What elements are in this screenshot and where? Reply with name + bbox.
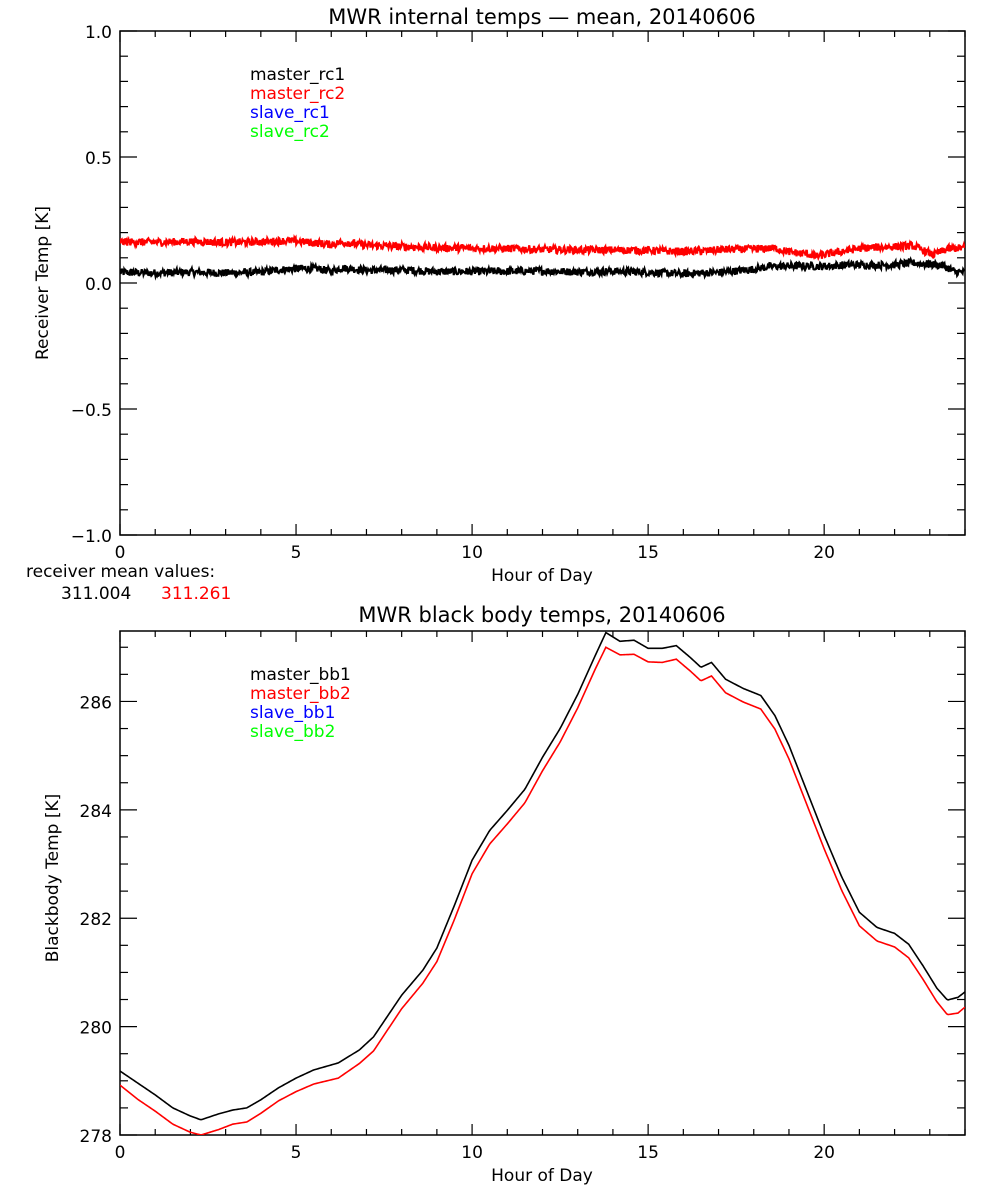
y-tick-label: 0.0 bbox=[85, 275, 112, 295]
y-axis-label: Blackbody Temp [K] bbox=[43, 794, 63, 963]
x-tick-label: 5 bbox=[291, 543, 302, 563]
x-axis-label: Hour of Day bbox=[491, 1166, 593, 1186]
legend-entry-master-rc2: master_rc2 bbox=[250, 84, 345, 104]
legend-entry-slave-rc2: slave_rc2 bbox=[250, 122, 330, 142]
legend-entry-master-bb2: master_bb2 bbox=[250, 684, 351, 704]
axis-ticks bbox=[119, 30, 966, 536]
legend-entry-slave-bb1: slave_bb1 bbox=[250, 703, 335, 723]
x-tick-labels: 0 5 10 15 20 bbox=[115, 543, 835, 563]
x-tick-label: 0 bbox=[115, 543, 126, 563]
y-tick-labels: −1.0 −0.5 0.0 0.5 1.0 bbox=[71, 23, 112, 547]
x-tick-label: 15 bbox=[637, 1143, 659, 1163]
series-line-master-rc1 bbox=[120, 255, 965, 281]
x-tick-label: 0 bbox=[115, 1143, 126, 1163]
series-group bbox=[120, 631, 965, 1135]
series-line-master-rc2 bbox=[120, 234, 965, 262]
axis-ticks bbox=[119, 631, 966, 1136]
x-tick-label: 5 bbox=[291, 1143, 302, 1163]
series-line-master-bb2 bbox=[120, 646, 965, 1135]
legend-entry-slave-rc1: slave_rc1 bbox=[250, 103, 330, 123]
legend-entry-master-rc1: master_rc1 bbox=[250, 65, 345, 85]
y-tick-label: 280 bbox=[80, 1019, 112, 1039]
series-group bbox=[120, 234, 965, 281]
x-tick-labels: 0 5 10 15 20 bbox=[115, 1143, 835, 1163]
x-tick-label: 10 bbox=[461, 543, 483, 563]
x-tick-label: 15 bbox=[637, 543, 659, 563]
legend-entry-master-bb1: master_bb1 bbox=[250, 665, 351, 685]
chart-title: MWR internal temps — mean, 20140606 bbox=[328, 5, 755, 29]
receiver-mean-label: receiver mean values: bbox=[26, 562, 215, 582]
blackbody-temp-chart: MWR black body temps, 20140606 0 5 10 15 20 … bbox=[43, 603, 966, 1186]
y-tick-label: 278 bbox=[80, 1127, 112, 1147]
x-axis-label: Hour of Day bbox=[491, 566, 593, 586]
y-tick-label: 1.0 bbox=[85, 23, 112, 43]
y-tick-label: 0.5 bbox=[85, 149, 112, 169]
x-tick-label: 20 bbox=[813, 1143, 835, 1163]
y-tick-label: −0.5 bbox=[71, 401, 112, 421]
y-tick-label: 286 bbox=[80, 693, 112, 713]
y-tick-label: 282 bbox=[80, 910, 112, 930]
series-line-master-bb1 bbox=[120, 631, 965, 1121]
chart-title: MWR black body temps, 20140606 bbox=[358, 603, 725, 627]
y-tick-label: −1.0 bbox=[71, 527, 112, 547]
x-tick-label: 20 bbox=[813, 543, 835, 563]
receiver-temp-chart: MWR internal temps — mean, 20140606 0 5 10… bbox=[26, 5, 966, 604]
legend-entry-slave-bb2: slave_bb2 bbox=[250, 722, 335, 742]
receiver-mean-value-2: 311.261 bbox=[161, 584, 231, 604]
receiver-mean-value-1: 311.004 bbox=[61, 584, 131, 604]
plot-frame bbox=[119, 30, 966, 536]
y-tick-label: 284 bbox=[80, 802, 112, 822]
x-tick-label: 10 bbox=[461, 1143, 483, 1163]
y-tick-labels: 278 280 282 284 286 bbox=[80, 693, 112, 1147]
y-axis-label: Receiver Temp [K] bbox=[33, 206, 53, 360]
